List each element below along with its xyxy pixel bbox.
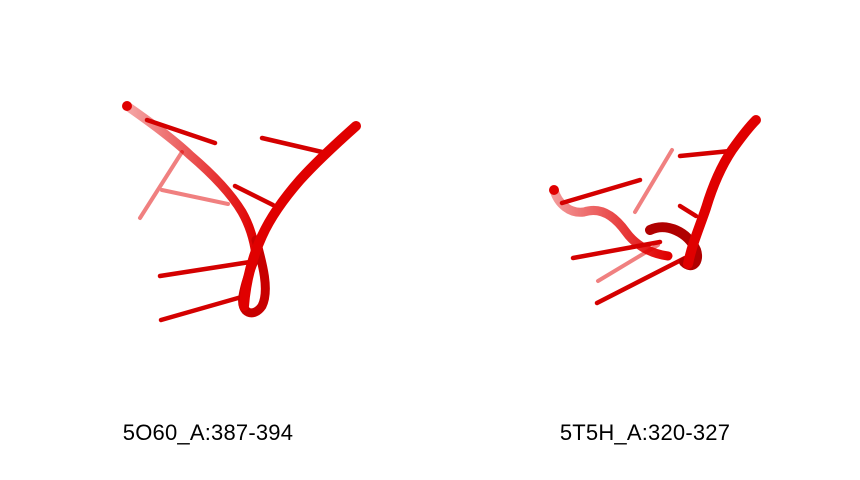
backbone-rear <box>122 101 261 260</box>
rna-structure-render-5t5h <box>549 115 761 306</box>
base-stick-front <box>559 148 733 306</box>
backbone-front <box>683 115 761 269</box>
backbone-front <box>239 121 361 311</box>
structure-panel-left: 5O60_A:387-394 <box>122 101 361 445</box>
backbone-rear <box>549 185 673 261</box>
base-stick-back <box>138 150 230 220</box>
backbone-terminus <box>122 101 132 111</box>
structure-label: 5T5H_A:320-327 <box>559 420 731 445</box>
base-stick-front <box>144 117 325 323</box>
structure-panel-right: 5T5H_A:320-327 <box>430 0 860 480</box>
structure-label: 5O60_A:387-394 <box>122 420 294 445</box>
rna-structure-render-5o60 <box>122 101 361 323</box>
backbone-terminus <box>549 185 559 195</box>
